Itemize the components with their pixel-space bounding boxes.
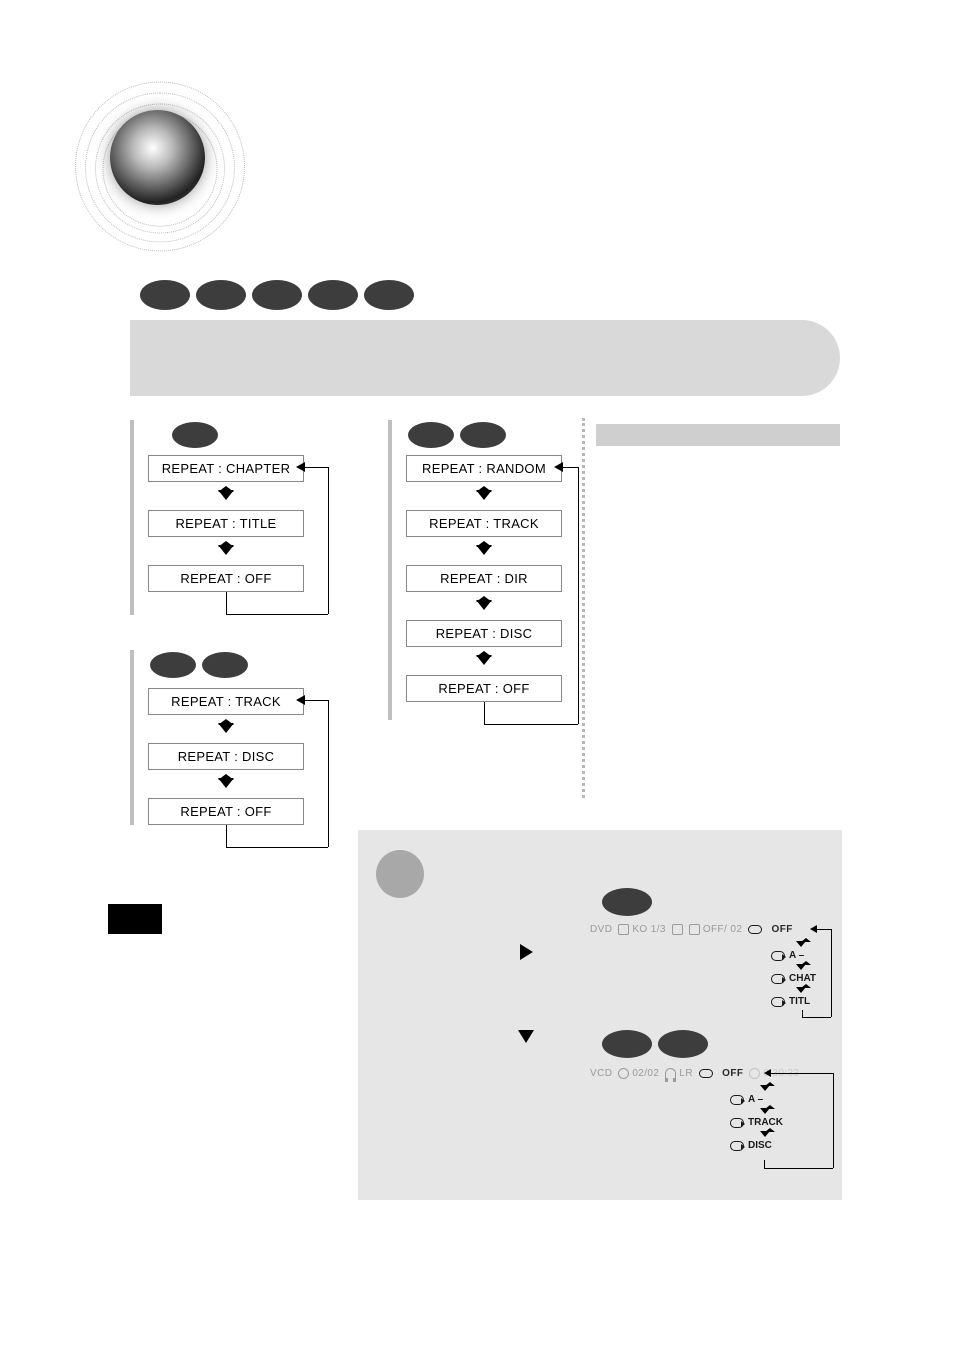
repeat-state: A – — [748, 1094, 763, 1105]
down-arrow-icon — [218, 545, 234, 555]
repeat-state: DISC — [748, 1140, 772, 1151]
info-card: DVD KO 1/3 OFF/ 02 OFF A – CHAT TITL VCD… — [358, 830, 842, 1200]
connector — [817, 929, 831, 930]
connector — [226, 592, 227, 614]
connector — [831, 929, 832, 1017]
note-header-strip — [596, 424, 840, 446]
dotted-separator — [582, 418, 585, 798]
connector — [578, 467, 579, 724]
left-arrow-icon — [810, 925, 817, 933]
flow-box: REPEAT : OFF — [148, 565, 304, 592]
connector — [764, 1160, 765, 1168]
repeat-icon — [699, 1069, 713, 1078]
section-banner — [130, 320, 840, 396]
flow-box: REPEAT : TRACK — [148, 688, 304, 715]
flow-box: REPEAT : DISC — [148, 743, 304, 770]
mp3-badge — [408, 422, 454, 448]
osd-track: 02/02 — [632, 1068, 659, 1079]
vcd-badge — [150, 652, 196, 678]
down-arrow-icon — [218, 490, 234, 500]
dvd-badge — [602, 888, 652, 916]
down-arrow-icon — [218, 778, 234, 788]
down-arrow-icon — [476, 545, 492, 555]
connector — [802, 1017, 831, 1018]
vcd-badge — [602, 1030, 652, 1058]
connector — [328, 467, 329, 614]
connector — [833, 1073, 834, 1168]
accent-bar — [130, 650, 134, 825]
repeat-icon — [730, 1118, 744, 1128]
clock-icon — [749, 1068, 760, 1079]
connector — [562, 467, 578, 468]
disc-type-badges — [140, 280, 414, 310]
connector — [226, 847, 328, 848]
repeat-icon — [730, 1095, 744, 1105]
osd-repeat: OFF — [772, 924, 793, 935]
audio-icon — [618, 924, 629, 935]
accent-bar — [130, 420, 134, 615]
cd-badge — [202, 652, 248, 678]
osd-dvd: DVD KO 1/3 OFF/ 02 OFF — [590, 924, 793, 935]
connector — [771, 1073, 833, 1074]
left-arrow-icon — [554, 462, 563, 472]
cd-badge — [658, 1030, 708, 1058]
headphone-icon — [665, 1068, 676, 1079]
track-icon — [618, 1068, 629, 1079]
osd-channel: LR — [679, 1068, 693, 1079]
flow-box: REPEAT : OFF — [406, 675, 562, 702]
left-arrow-icon — [764, 1069, 771, 1077]
osd-subtitle: OFF/ 02 — [703, 924, 742, 935]
jpeg-badge — [460, 422, 506, 448]
connector — [226, 825, 227, 847]
down-arrow-icon — [218, 723, 234, 733]
format-icon — [672, 924, 683, 935]
osd-disc-type: VCD — [590, 1068, 612, 1079]
flow-box: REPEAT : DISC — [406, 620, 562, 647]
left-arrow-icon — [296, 695, 305, 705]
repeat-state: TITL — [789, 996, 810, 1007]
down-arrow-icon — [476, 490, 492, 500]
repeat-icon — [771, 951, 785, 961]
connector — [802, 1010, 803, 1017]
osd-repeat: OFF — [722, 1068, 743, 1079]
connector — [764, 1168, 833, 1169]
repeat-state: A – — [789, 950, 804, 961]
down-arrow-icon — [476, 655, 492, 665]
flow-box: REPEAT : TITLE — [148, 510, 304, 537]
osd-disc-type: DVD — [590, 924, 612, 935]
cursor-down-icon — [518, 1030, 534, 1043]
connector — [484, 702, 485, 724]
repeat-state: CHAT — [789, 973, 816, 984]
connector — [226, 614, 328, 615]
dvd-badge — [172, 422, 218, 448]
repeat-icon — [748, 925, 762, 934]
flow-box: REPEAT : TRACK — [406, 510, 562, 537]
repeat-icon — [771, 997, 785, 1007]
accent-bar — [388, 420, 392, 720]
play-icon — [520, 944, 533, 960]
flow-box: REPEAT : CHAPTER — [148, 455, 304, 482]
speaker-graphic — [70, 85, 250, 265]
connector — [328, 700, 329, 847]
osd-audio: KO 1/3 — [632, 924, 666, 935]
flow-box: REPEAT : RANDOM — [406, 455, 562, 482]
repeat-icon — [771, 974, 785, 984]
page-number-box — [108, 904, 162, 934]
repeat-cycle-vcd: A – TRACK DISC — [730, 1082, 800, 1151]
connector — [304, 467, 328, 468]
step-number-circle — [376, 850, 424, 898]
repeat-cycle-dvd: A – CHAT TITL — [771, 938, 831, 1007]
flow-box: REPEAT : OFF — [148, 798, 304, 825]
repeat-icon — [730, 1141, 744, 1151]
connector — [304, 700, 328, 701]
down-arrow-icon — [476, 600, 492, 610]
flow-box: REPEAT : DIR — [406, 565, 562, 592]
repeat-state: TRACK — [748, 1117, 783, 1128]
connector — [484, 724, 578, 725]
subtitle-icon — [689, 924, 700, 935]
left-arrow-icon — [296, 462, 305, 472]
